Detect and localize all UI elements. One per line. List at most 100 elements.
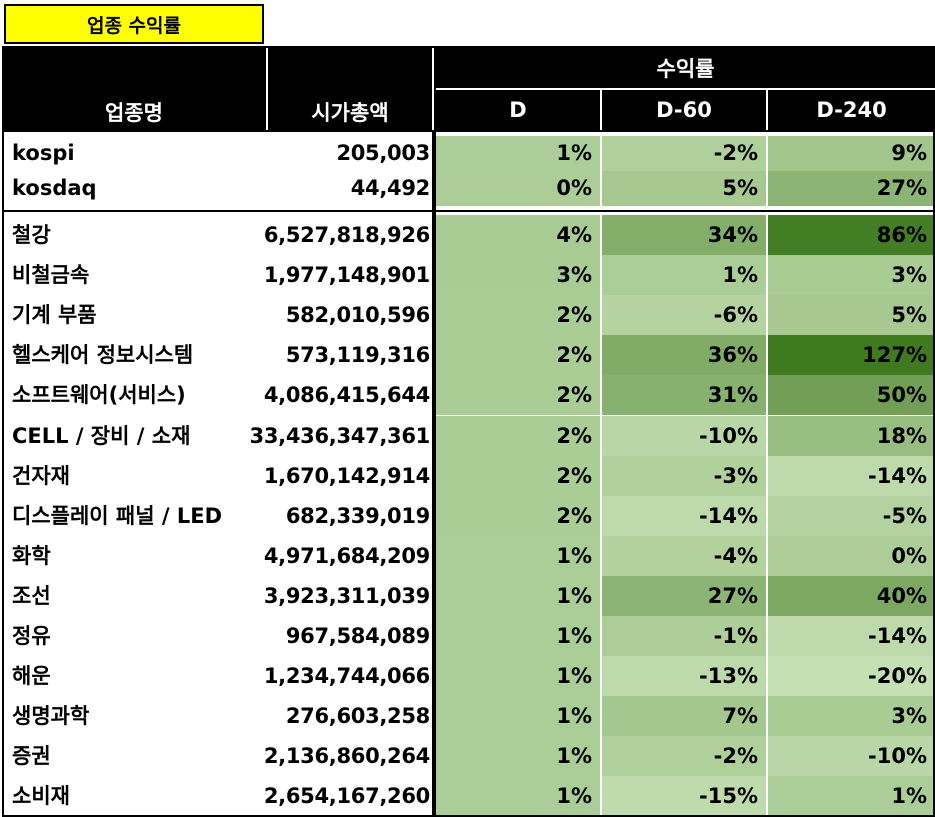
return-cell-d: [436, 495, 600, 536]
sector-name: 철강: [12, 223, 51, 247]
return-value-d60: 7%: [722, 704, 758, 729]
return-cell-d240: [768, 375, 935, 416]
return-value-d240: -10%: [868, 744, 927, 769]
return-value-d60: -1%: [713, 624, 758, 648]
sector-name: 건자재: [12, 463, 70, 488]
return-value-d240: 9%: [891, 141, 927, 165]
return-cell-d240: [768, 295, 935, 336]
return-value-d: 1%: [556, 624, 592, 648]
market-cap-value: 276,603,258: [285, 704, 430, 729]
return-cell-d240: [768, 736, 935, 777]
return-cell-d: [436, 776, 600, 817]
market-cap-value: 2,654,167,260: [263, 784, 430, 809]
return-value-d240: 27%: [876, 176, 927, 200]
return-cell-d240: [768, 455, 935, 496]
header-d60: D-60: [656, 98, 712, 122]
return-value-d240: 18%: [876, 423, 927, 448]
return-cell-d60: [602, 136, 766, 171]
return-cell-d240: [768, 335, 935, 376]
return-cell-d: [436, 696, 600, 737]
sector-name: 헬스케어 정보시스템: [12, 343, 194, 368]
sector-name: 정유: [12, 624, 51, 648]
return-cell-d: [436, 656, 600, 697]
return-value-d: 1%: [556, 704, 592, 729]
return-cell-d60: [602, 455, 766, 496]
market-cap-value: 2,136,860,264: [263, 744, 430, 769]
market-cap-value: 967,584,089: [285, 624, 430, 648]
return-cell-d: [436, 736, 600, 777]
return-cell-d240: [768, 696, 935, 737]
return-cell-d240: [768, 215, 935, 255]
sector-name: kosdaq: [12, 176, 97, 200]
return-cell-d: [436, 335, 600, 376]
return-cell-d240: [768, 255, 935, 296]
header-divider: [436, 88, 935, 90]
return-value-d: 2%: [556, 463, 592, 488]
return-cell-d60: [602, 776, 766, 817]
return-value-d60: -15%: [699, 784, 758, 809]
return-value-d240: 86%: [876, 223, 927, 247]
market-cap-value: 33,436,347,361: [249, 423, 431, 448]
return-value-d240: -14%: [868, 624, 927, 648]
return-value-d60: -13%: [699, 664, 758, 689]
return-value-d: 1%: [556, 583, 592, 608]
return-value-d240: -20%: [868, 664, 927, 689]
return-cell-d60: [602, 215, 766, 255]
return-cell-d60: [602, 535, 766, 576]
return-cell-d60: [602, 295, 766, 336]
header-divider: [266, 48, 268, 130]
return-cell-d60: [602, 696, 766, 737]
return-cell-d: [436, 575, 600, 616]
sector-name: 화학: [12, 543, 51, 568]
market-cap-value: 573,119,316: [285, 343, 430, 368]
return-value-d240: 0%: [891, 543, 927, 568]
market-cap-value: 4,971,684,209: [263, 543, 430, 568]
return-value-d240: -14%: [868, 463, 927, 488]
return-cell-d: [436, 255, 600, 296]
return-cell-d: [436, 415, 600, 456]
return-cell-d: [436, 375, 600, 416]
return-cell-d60: [602, 171, 766, 206]
return-value-d240: 1%: [891, 784, 927, 809]
sector-name: 비철금속: [12, 263, 90, 288]
return-value-d: 1%: [556, 744, 592, 769]
sector-name: 생명과학: [12, 704, 90, 729]
return-cell-d: [436, 215, 600, 255]
return-cell-d60: [602, 495, 766, 536]
return-cell-d: [436, 535, 600, 576]
sector-name: 소비재: [12, 784, 70, 809]
return-cell-d60: [602, 616, 766, 656]
sector-name: 소프트웨어(서비스): [12, 383, 186, 408]
return-value-d240: 3%: [891, 704, 927, 729]
return-value-d240: 127%: [862, 343, 927, 368]
return-cell-d240: [768, 656, 935, 697]
return-value-d60: -4%: [713, 543, 758, 568]
sheet-title: 업종 수익률: [4, 4, 264, 44]
return-value-d60: 1%: [722, 263, 758, 288]
return-value-d: 1%: [556, 543, 592, 568]
market-cap-value: 682,339,019: [285, 503, 430, 528]
return-cell-d60: [602, 575, 766, 616]
return-value-d: 2%: [556, 343, 592, 368]
header-divider: [600, 90, 602, 130]
sector-name: kospi: [12, 141, 75, 165]
return-value-d60: -2%: [713, 141, 758, 165]
return-value-d240: 3%: [891, 263, 927, 288]
return-value-d: 2%: [556, 503, 592, 528]
market-cap-value: 1,234,744,066: [263, 664, 430, 689]
market-cap-value: 4,086,415,644: [263, 383, 430, 408]
return-cell-d: [436, 455, 600, 496]
return-value-d60: -2%: [713, 744, 758, 769]
return-value-d60: -6%: [713, 303, 758, 328]
sector-name: 디스플레이 패널 / LED: [12, 503, 223, 528]
return-value-d240: 5%: [891, 303, 927, 328]
sector-name: 조선: [12, 583, 51, 608]
header-divider: [432, 48, 434, 130]
return-value-d60: 34%: [707, 223, 758, 247]
market-cap-value: 6,527,818,926: [263, 223, 430, 247]
return-value-d60: 5%: [722, 176, 758, 200]
return-cell-d: [436, 295, 600, 336]
return-value-d: 2%: [556, 303, 592, 328]
return-cell-d240: [768, 776, 935, 817]
header-d240: D-240: [816, 98, 887, 122]
